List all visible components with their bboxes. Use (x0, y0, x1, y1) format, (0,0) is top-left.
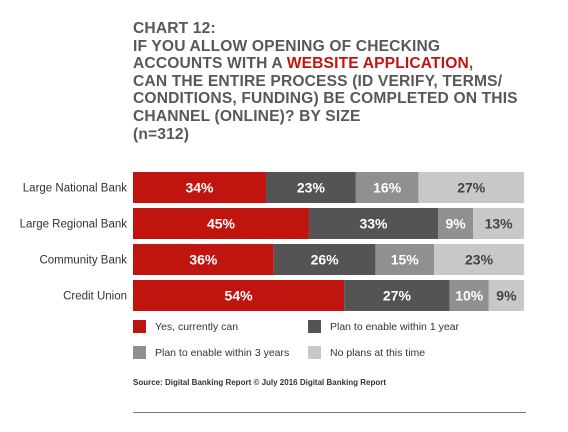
chart-title: CHART 12: IF YOU ALLOW OPENING OF CHECKI… (133, 20, 553, 143)
source-note: Source: Digital Banking Report © July 20… (133, 378, 387, 387)
category-label-large-national-bank: Large National Bank (23, 183, 127, 195)
bar-community-bank-no-plans-at-this-time (434, 244, 524, 275)
title-line-3-end: , (468, 55, 474, 73)
data-label-credit-union-yes-currently-can: 54% (225, 288, 254, 304)
data-label-large-national-bank-yes-currently-can: 34% (185, 180, 214, 196)
data-label-credit-union-no-plans-at-this-time: 9% (496, 288, 517, 304)
legend-label: Plan to enable within 3 years (155, 346, 290, 359)
bar-large-national-bank-plan-to-enable-within-3-years (355, 172, 419, 203)
title-line-4: CAN THE ENTIRE PROCESS (ID VERIFY, TERMS… (133, 72, 503, 90)
title-line-3-start: ACCOUNTS WITH A (133, 55, 287, 73)
bar-credit-union-yes-currently-can (133, 280, 345, 311)
legend-label: No plans at this time (330, 346, 426, 359)
legend-item-no-plans-at-this-time: No plans at this time (308, 346, 425, 359)
title-line-6: CHANNEL (ONLINE)? BY SIZE (133, 107, 361, 125)
bar-credit-union-plan-to-enable-within-3-years (449, 280, 489, 311)
data-label-large-regional-bank-no-plans-at-this-time: 13% (485, 216, 514, 232)
title-highlight: WEBSITE APPLICATION (286, 55, 469, 73)
data-label-credit-union-plan-to-enable-within-1-year: 27% (383, 288, 412, 304)
legend-swatch (133, 320, 146, 333)
legend-swatch (308, 346, 321, 359)
data-label-large-regional-bank-plan-to-enable-within-3-years: 9% (445, 216, 466, 232)
legend-swatch (308, 320, 321, 333)
stacked-bar-chart: Large National Bank 34% 23% 16% 27% Large Reg… (20, 172, 524, 311)
bottom-divider (133, 412, 526, 413)
category-label-credit-union: Credit Union (63, 291, 127, 303)
data-label-large-national-bank-no-plans-at-this-time: 27% (457, 180, 486, 196)
title-line-1: CHART 12: (133, 20, 216, 37)
data-label-community-bank-no-plans-at-this-time: 23% (465, 252, 494, 268)
chart-legend: Yes, currently can Plan to enable within … (133, 320, 533, 366)
bar-community-bank-yes-currently-can (133, 244, 274, 275)
data-label-large-national-bank-plan-to-enable-within-1-year: 23% (297, 180, 326, 196)
bar-large-regional-bank-no-plans-at-this-time (473, 208, 524, 239)
category-label-community-bank: Community Bank (39, 255, 127, 267)
legend-item-yes-currently-can: Yes, currently can (133, 320, 238, 333)
bar-large-regional-bank-yes-currently-can (133, 208, 309, 239)
category-label-large-regional-bank: Large Regional Bank (20, 219, 128, 231)
data-label-credit-union-plan-to-enable-within-3-years: 10% (455, 288, 484, 304)
data-label-community-bank-yes-currently-can: 36% (189, 252, 218, 268)
bar-large-regional-bank-plan-to-enable-within-3-years (437, 208, 474, 239)
legend-item-plan-to-enable-within-3-years: Plan to enable within 3 years (133, 346, 289, 359)
title-line-5: CONDITIONS, FUNDING) BE COMPLETED ON THI… (133, 90, 518, 108)
bar-large-national-bank-yes-currently-can (133, 172, 266, 203)
bar-community-bank-plan-to-enable-within-1-year (273, 244, 376, 275)
legend-item-plan-to-enable-within-1-year: Plan to enable within 1 year (308, 320, 459, 333)
data-label-large-regional-bank-plan-to-enable-within-1-year: 33% (359, 216, 388, 232)
title-line-2: IF YOU ALLOW OPENING OF CHECKING (133, 37, 441, 55)
bar-large-regional-bank-plan-to-enable-within-1-year (308, 208, 438, 239)
bar-large-national-bank-no-plans-at-this-time (418, 172, 524, 203)
bar-credit-union-plan-to-enable-within-1-year (344, 280, 450, 311)
bar-large-national-bank-plan-to-enable-within-1-year (265, 172, 356, 203)
title-sample-size: (n=312) (133, 125, 190, 143)
title-line-3: ACCOUNTS WITH A WEBSITE APPLICATION, (133, 55, 553, 73)
bar-credit-union-no-plans-at-this-time (488, 280, 524, 311)
legend-label: Yes, currently can (155, 320, 239, 333)
data-label-large-regional-bank-yes-currently-can: 45% (207, 216, 236, 232)
legend-label: Plan to enable within 1 year (330, 320, 459, 333)
legend-swatch (133, 346, 146, 359)
data-label-large-national-bank-plan-to-enable-within-3-years: 16% (373, 180, 402, 196)
bar-community-bank-plan-to-enable-within-3-years (375, 244, 435, 275)
data-label-community-bank-plan-to-enable-within-1-year: 26% (311, 252, 340, 268)
data-label-community-bank-plan-to-enable-within-3-years: 15% (391, 252, 420, 268)
